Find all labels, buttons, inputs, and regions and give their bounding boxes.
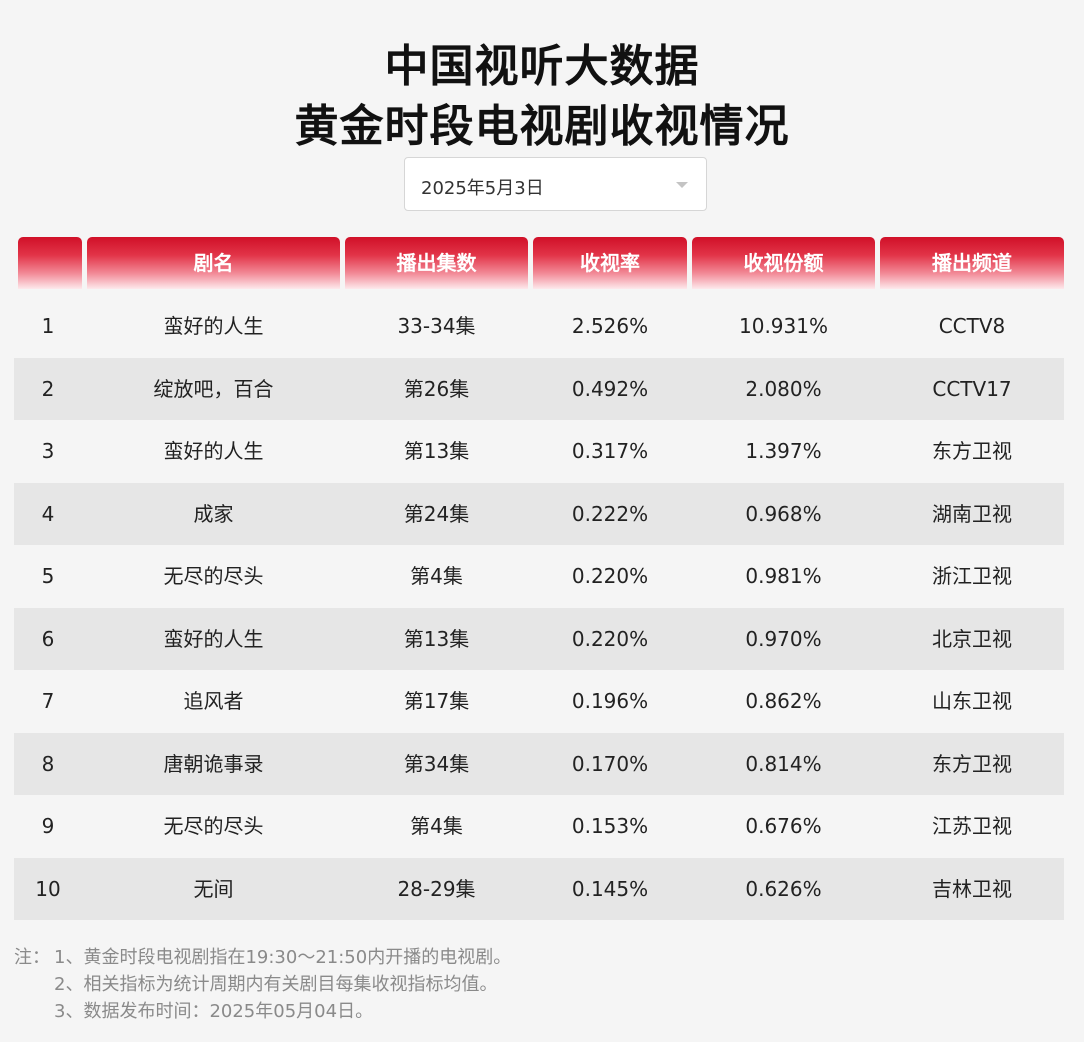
footnotes: 注： 1、黄金时段电视剧指在19:30～21:50内开播的电视剧。 2、相关指标为… <box>14 944 511 1025</box>
rank-cell: 9 <box>41 814 55 838</box>
rank-cell: 7 <box>41 689 55 713</box>
rating-cell: 0.145% <box>571 876 649 901</box>
share-cell: 0.676% <box>745 814 822 838</box>
table-row: 7 追风者 第17集 0.196% 0.862% 山东卫视 <box>14 670 1064 733</box>
footnote-text: 3、数据发布时间：2025年05月04日。 <box>54 1001 374 1022</box>
header-episodes: 播出集数 <box>345 237 528 289</box>
footnote-text: 1、黄金时段电视剧指在19:30～21:50内开播的电视剧。 <box>54 947 512 968</box>
share-cell: 2.080% <box>745 376 822 401</box>
header-channel: 播出频道 <box>880 237 1064 289</box>
table-row: 5 无尽的尽头 第4集 0.220% 0.981% 浙江卫视 <box>14 545 1064 608</box>
table-row: 10 无间 28-29集 0.145% 0.626% 吉林卫视 <box>14 857 1064 920</box>
drama-name-cell: 无间 <box>193 876 234 901</box>
episodes-cell: 第13集 <box>403 439 470 463</box>
footnote-text: 2、相关指标为统计周期内有关剧目每集收视指标均值。 <box>54 974 498 995</box>
episodes-cell: 第17集 <box>403 689 470 713</box>
episodes-cell: 28-29集 <box>397 876 476 901</box>
header-rating: 收视率 <box>533 237 687 289</box>
rank-cell: 1 <box>41 314 55 338</box>
episodes-cell: 第4集 <box>410 814 463 838</box>
channel-cell: 北京卫视 <box>932 626 1012 651</box>
footnote-line: 3、数据发布时间：2025年05月04日。 <box>14 998 511 1025</box>
footnote-line: 2、相关指标为统计周期内有关剧目每集收视指标均值。 <box>14 971 511 998</box>
channel-cell: CCTV17 <box>932 376 1012 401</box>
channel-cell: 江苏卫视 <box>932 814 1012 838</box>
rating-cell: 0.170% <box>571 751 649 776</box>
page-title: 中国视听大数据 <box>384 41 700 92</box>
date-dropdown-value: 2025年5月3日 <box>421 178 544 199</box>
episodes-cell: 第24集 <box>403 501 470 526</box>
rank-cell: 4 <box>41 501 55 526</box>
drama-name-cell: 追风者 <box>183 689 244 713</box>
rank-cell: 3 <box>41 439 55 463</box>
table-row: 1 蛮好的人生 33-34集 2.526% 10.931% CCTV8 <box>14 295 1064 358</box>
channel-cell: 湖南卫视 <box>932 501 1012 526</box>
rating-cell: 0.220% <box>571 564 649 588</box>
share-cell: 0.862% <box>745 689 822 713</box>
channel-cell: 东方卫视 <box>932 751 1012 776</box>
share-cell: 0.970% <box>745 626 822 651</box>
drama-name-cell: 成家 <box>193 501 234 526</box>
share-cell: 0.981% <box>745 564 822 588</box>
rank-cell: 10 <box>35 876 61 901</box>
ratings-table-body: 1 蛮好的人生 33-34集 2.526% 10.931% CCTV8 2 绽放… <box>14 295 1064 920</box>
table-row: 9 无尽的尽头 第4集 0.153% 0.676% 江苏卫视 <box>14 795 1064 858</box>
channel-cell: CCTV8 <box>938 314 1006 338</box>
table-row: 8 唐朝诡事录 第34集 0.170% 0.814% 东方卫视 <box>14 732 1064 795</box>
rank-cell: 5 <box>41 564 55 588</box>
rating-cell: 0.492% <box>571 376 649 401</box>
date-dropdown[interactable]: 2025年5月3日 <box>404 157 707 211</box>
episodes-cell: 第13集 <box>403 626 470 651</box>
footnote-prefix: 注： <box>14 947 50 968</box>
drama-name-cell: 绽放吧，百合 <box>153 376 274 401</box>
drama-name-cell: 无尽的尽头 <box>163 564 264 588</box>
episodes-cell: 第4集 <box>410 564 463 588</box>
episodes-cell: 第34集 <box>403 751 470 776</box>
channel-cell: 东方卫视 <box>932 439 1012 463</box>
rating-cell: 0.196% <box>571 689 649 713</box>
drama-name-cell: 无尽的尽头 <box>163 814 264 838</box>
channel-cell: 浙江卫视 <box>932 564 1012 588</box>
channel-cell: 吉林卫视 <box>932 876 1012 901</box>
share-cell: 0.968% <box>745 501 822 526</box>
header-share: 收视份额 <box>692 237 875 289</box>
footnote-line: 注： 1、黄金时段电视剧指在19:30～21:50内开播的电视剧。 <box>14 944 511 971</box>
table-header: 剧名 播出集数 收视率 收视份额 播出频道 <box>0 237 1084 289</box>
table-row: 2 绽放吧，百合 第26集 0.492% 2.080% CCTV17 <box>14 357 1064 420</box>
rank-cell: 2 <box>41 376 55 401</box>
share-cell: 10.931% <box>739 314 828 338</box>
share-cell: 1.397% <box>745 439 822 463</box>
table-row: 4 成家 第24集 0.222% 0.968% 湖南卫视 <box>14 482 1064 545</box>
episodes-cell: 33-34集 <box>397 314 476 338</box>
rating-cell: 0.153% <box>571 814 649 838</box>
episodes-cell: 第26集 <box>403 376 470 401</box>
chevron-down-icon <box>676 182 688 188</box>
drama-name-cell: 蛮好的人生 <box>163 439 264 463</box>
drama-name-cell: 蛮好的人生 <box>163 314 264 338</box>
table-row: 6 蛮好的人生 第13集 0.220% 0.970% 北京卫视 <box>14 607 1064 670</box>
rank-cell: 6 <box>41 626 55 651</box>
share-cell: 0.814% <box>745 751 822 776</box>
share-cell: 0.626% <box>745 876 822 901</box>
drama-name-cell: 唐朝诡事录 <box>163 751 264 776</box>
rating-cell: 0.317% <box>571 439 649 463</box>
rating-cell: 2.526% <box>571 314 649 338</box>
header-rank <box>18 237 82 289</box>
page-subtitle: 黄金时段电视剧收视情况 <box>294 101 790 152</box>
table-row: 3 蛮好的人生 第13集 0.317% 1.397% 东方卫视 <box>14 420 1064 483</box>
rank-cell: 8 <box>41 751 55 776</box>
rating-cell: 0.222% <box>571 501 649 526</box>
header-drama-name: 剧名 <box>87 237 340 289</box>
drama-name-cell: 蛮好的人生 <box>163 626 264 651</box>
channel-cell: 山东卫视 <box>932 689 1012 713</box>
rating-cell: 0.220% <box>571 626 649 651</box>
